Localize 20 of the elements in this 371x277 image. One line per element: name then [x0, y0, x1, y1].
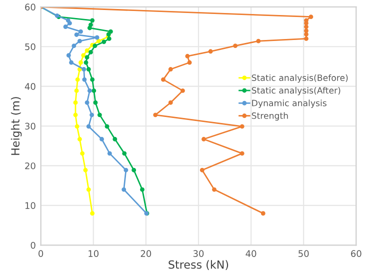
x-tick-label: 20 [140, 250, 152, 257]
x-axis-title: Stress (kN) [168, 260, 228, 270]
y-axis-title: Height (m) [10, 97, 22, 155]
y-tick-label: 0 [30, 242, 36, 249]
x-tick-label: 0 [38, 250, 44, 257]
legend-label: Static analysis(After) [252, 86, 340, 96]
x-tick-label: 60 [351, 250, 362, 257]
x-tick-label: 30 [193, 250, 204, 257]
y-tick-label: 10 [25, 202, 36, 209]
y-tick-label: 60 [25, 4, 36, 10]
x-tick-label: 50 [298, 250, 309, 257]
y-tick-label: 50 [25, 43, 36, 50]
x-tick-label: 10 [88, 250, 99, 257]
legend-label: Strength [252, 112, 288, 121]
legend-label: Static analysis(Before) [252, 74, 348, 83]
y-tick-label: 40 [24, 83, 36, 90]
x-tick-label: 40 [246, 250, 256, 257]
y-tick-label: 20 [25, 162, 36, 170]
legend-label: Dynamic analysis [252, 100, 326, 108]
y-tick-label: 30 [25, 122, 36, 130]
